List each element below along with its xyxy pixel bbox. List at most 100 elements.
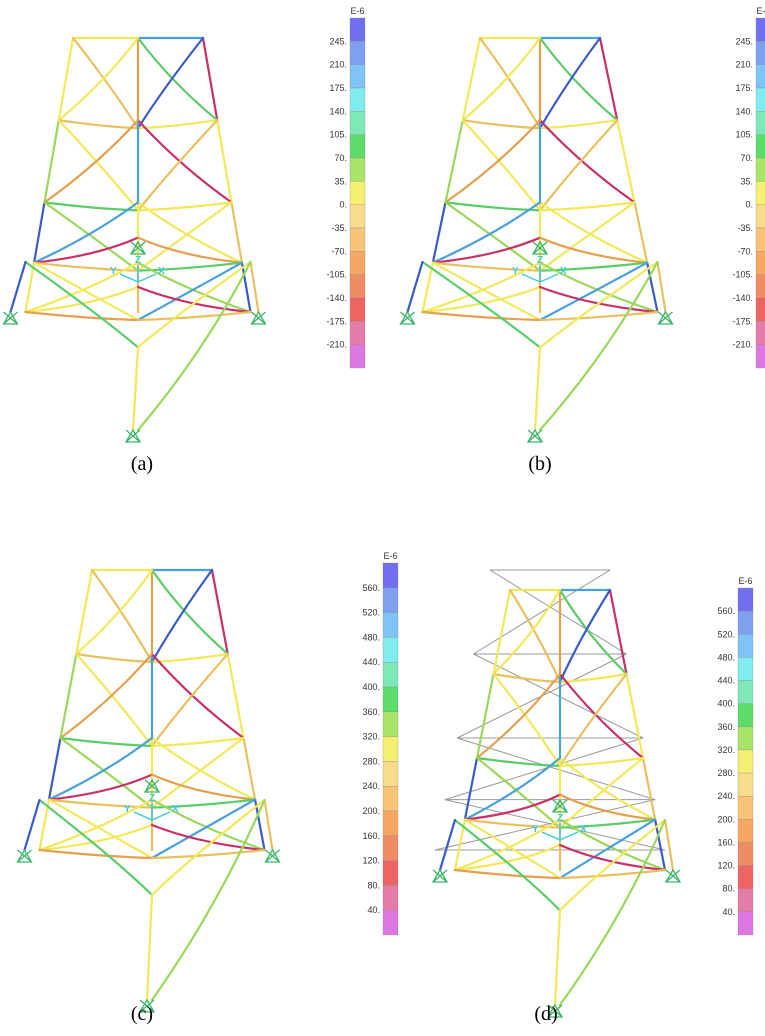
colorbar-segment bbox=[738, 727, 753, 750]
colorbar-segment bbox=[383, 811, 398, 836]
colorbar-tick-label: -105. bbox=[326, 270, 347, 280]
member bbox=[228, 654, 244, 738]
colorbar-tick-label: 175. bbox=[329, 83, 347, 93]
member bbox=[560, 870, 665, 878]
member bbox=[465, 820, 560, 828]
colorbar-segment bbox=[756, 65, 765, 88]
support bbox=[252, 312, 266, 324]
member bbox=[26, 312, 139, 320]
colorbar-segment bbox=[350, 228, 365, 251]
colorbar-tick-label: 280. bbox=[717, 768, 735, 778]
member bbox=[138, 120, 232, 202]
member bbox=[59, 120, 138, 128]
panel-caption: (a) bbox=[131, 453, 153, 475]
colorbar-segment bbox=[756, 88, 765, 111]
colorbar-tick-label: -105. bbox=[732, 270, 753, 280]
colorbar-segment bbox=[383, 662, 398, 687]
colorbar-segment bbox=[756, 275, 765, 298]
axis-label-x: X bbox=[580, 824, 587, 835]
colorbar-segment bbox=[756, 158, 765, 181]
undeformed-member bbox=[457, 738, 655, 800]
colorbar-segment bbox=[350, 158, 365, 181]
colorbar-segment bbox=[756, 41, 765, 64]
colorbar-tick-label: 360. bbox=[362, 707, 380, 717]
colorbar-segment bbox=[350, 135, 365, 158]
member bbox=[540, 202, 635, 210]
colorbar-tick-label: 140. bbox=[735, 106, 753, 116]
member bbox=[423, 312, 541, 320]
colorbar-tick-label: 360. bbox=[717, 722, 735, 732]
colorbar-segment bbox=[383, 786, 398, 811]
colorbar-tick-label: 245. bbox=[329, 36, 347, 46]
colorbar-tick-label: 440. bbox=[362, 657, 380, 667]
member bbox=[494, 590, 511, 674]
colorbar-tick-label: -210. bbox=[326, 340, 347, 350]
member bbox=[45, 120, 139, 202]
colorbar-segment bbox=[756, 18, 765, 41]
axis-label-z: Z bbox=[557, 813, 563, 824]
panel-caption: (d) bbox=[534, 1003, 557, 1025]
member bbox=[555, 911, 560, 1006]
colorbar-tick-label: 245. bbox=[735, 36, 753, 46]
colorbar-tick-label: 35. bbox=[334, 176, 347, 186]
colorbar-tick-label: 400. bbox=[717, 699, 735, 709]
figure: ZYXE-6245.210.175.140.105.70.35.0.-35.-7… bbox=[0, 0, 765, 1036]
member bbox=[535, 347, 540, 430]
colorbar-segment bbox=[756, 298, 765, 321]
colorbar-tick-label: -140. bbox=[326, 293, 347, 303]
colorbar-tick-label: 240. bbox=[717, 791, 735, 801]
colorbar-tick-label: 35. bbox=[740, 176, 753, 186]
member bbox=[152, 800, 255, 808]
colorbar-tick-label: 200. bbox=[362, 806, 380, 816]
colorbar-tick-label: 105. bbox=[735, 130, 753, 140]
member bbox=[203, 38, 217, 120]
member bbox=[34, 263, 138, 271]
member bbox=[133, 347, 138, 430]
colorbar-segment bbox=[350, 205, 365, 228]
axis-label-y: Y bbox=[532, 824, 539, 835]
colorbar-tick-label: 210. bbox=[329, 60, 347, 70]
colorbar-segment bbox=[756, 345, 765, 368]
member bbox=[560, 674, 627, 682]
colorbar-unit: E-6 bbox=[383, 551, 397, 561]
colorbar-tick-label: 560. bbox=[717, 606, 735, 616]
member bbox=[477, 758, 560, 766]
member bbox=[152, 738, 244, 746]
colorbar-segment bbox=[756, 181, 765, 204]
colorbar-tick-label: 520. bbox=[717, 629, 735, 639]
member bbox=[138, 263, 242, 271]
member bbox=[560, 758, 643, 766]
colorbar-tick-label: -175. bbox=[326, 316, 347, 326]
member bbox=[540, 312, 658, 320]
member bbox=[232, 202, 242, 262]
member bbox=[49, 800, 152, 808]
member bbox=[560, 820, 655, 828]
member bbox=[40, 850, 153, 858]
colorbar-tick-label: 70. bbox=[740, 153, 753, 163]
support bbox=[126, 430, 140, 442]
colorbar-tick-label: 120. bbox=[717, 861, 735, 871]
axis-label-y: Y bbox=[124, 804, 131, 815]
colorbar-tick-label: -210. bbox=[732, 340, 753, 350]
axis-label-y: Y bbox=[110, 266, 117, 277]
colorbar-segment bbox=[738, 912, 753, 935]
member bbox=[635, 202, 648, 262]
colorbar-tick-label: 40. bbox=[367, 905, 380, 915]
member bbox=[540, 263, 647, 271]
member bbox=[152, 850, 265, 858]
colorbar-tick-label: -70. bbox=[331, 246, 347, 256]
colorbar-segment bbox=[383, 687, 398, 712]
member bbox=[217, 120, 231, 202]
support bbox=[659, 312, 673, 324]
member bbox=[408, 262, 423, 312]
colorbar-tick-label: 240. bbox=[362, 781, 380, 791]
member bbox=[25, 800, 40, 850]
axis-label-y: Y bbox=[512, 266, 519, 277]
member bbox=[11, 262, 26, 312]
colorbar-tick-label: -175. bbox=[732, 316, 753, 326]
member bbox=[61, 738, 153, 746]
panel: ZYXE-6560.520.480.440.400.360.320.280.24… bbox=[18, 551, 399, 1025]
colorbar-segment bbox=[756, 205, 765, 228]
colorbar-segment bbox=[350, 321, 365, 344]
support bbox=[18, 850, 32, 862]
